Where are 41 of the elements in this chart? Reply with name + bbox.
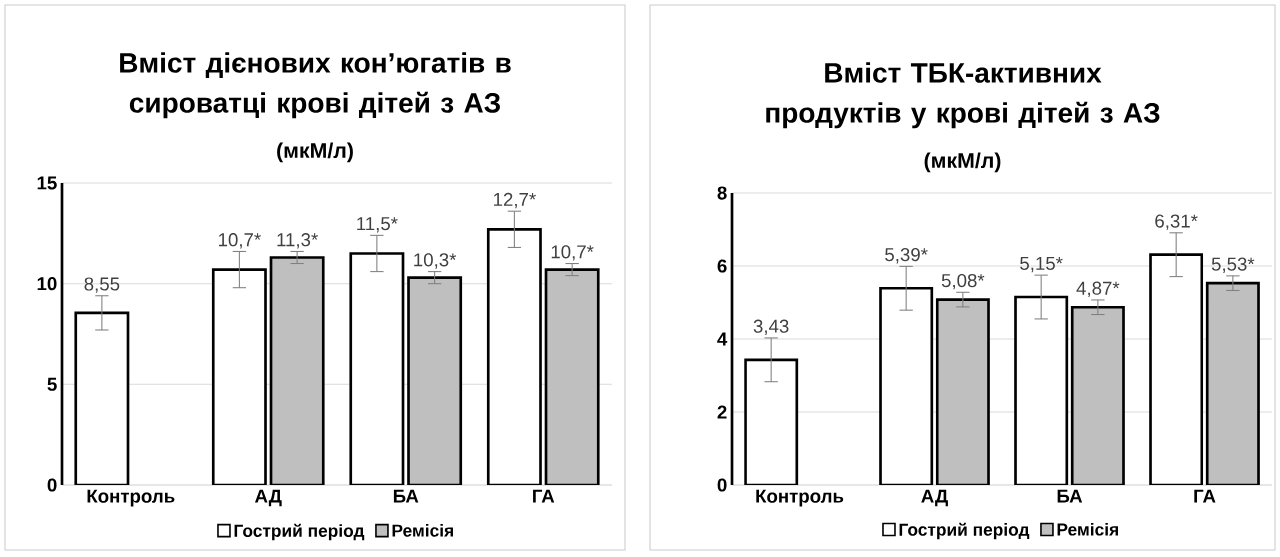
x-tick-label: ГА [1194,489,1216,503]
y-tick-label: 0 [47,478,57,492]
x-tick-label: Контроль [87,489,175,507]
x-tick-label: ГА [533,489,555,503]
chart-title: Вміст ТБК-активних продуктів у крові дітей з АЗ [766,62,1160,129]
data-label: 10,3* [414,253,457,269]
bar [544,268,600,486]
x-tick-label: АД [254,489,282,507]
y-tick-label: 8 [717,186,727,200]
text: Гострий період [899,522,1030,540]
legend-label: Ремісія [392,523,453,537]
data-label: 6,31* [1155,214,1198,230]
y-tick-label: 0 [717,478,727,492]
x-tick-label: Контроль [756,489,844,507]
y-tick-label: 10 [37,277,57,291]
y-tick-label: 2 [717,405,727,419]
legend-label: Ремісія [1057,522,1118,536]
x-tick-label: АД [921,489,948,507]
data-label: 10,7* [219,233,261,249]
data-label: 4,87* [1076,281,1120,298]
data-label: 5,08* [941,273,985,290]
text: Гострий період [234,523,365,541]
data-label: 12,7* [494,192,536,209]
chart-subtitle: (мкМ/л) [924,152,1001,173]
y-tick-label: 15 [37,176,57,190]
chart-title: Вміст дієнових кон’югатів в сироватці крові дітей з АЗ [120,52,511,119]
x-tick-label: БА [1057,489,1083,503]
data-label: 5,15* [1020,256,1063,273]
y-tick-label: 6 [717,259,727,273]
data-label: 8,55 [84,277,120,293]
data-label: 11,5* [357,217,398,233]
data-label: 10,7* [551,245,594,261]
data-label: 11,3* [277,233,318,249]
data-label: 5,53* [1211,257,1255,273]
data-label: 3,43 [753,319,789,335]
y-tick-label: 5 [47,377,57,391]
bar [269,256,325,486]
x-tick-label: БА [393,489,419,503]
data-label: 5,39* [885,248,928,264]
y-tick-label: 4 [717,332,728,346]
chart-subtitle: (мкМ/л) [277,142,353,163]
